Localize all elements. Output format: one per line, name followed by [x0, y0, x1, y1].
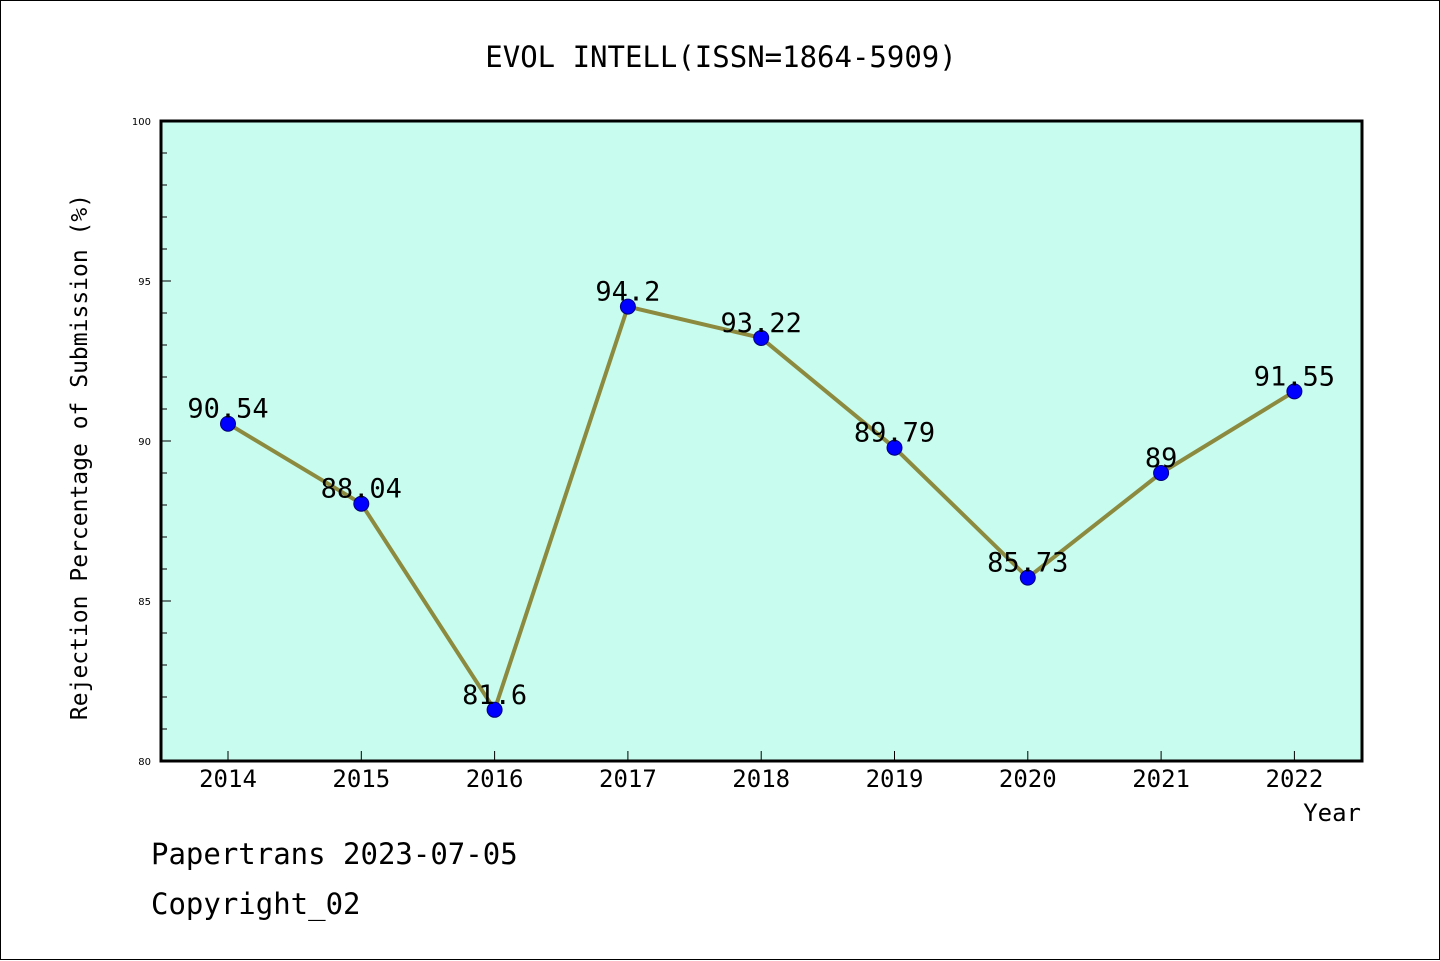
x-axis-label: Year — [1303, 799, 1361, 827]
data-label: 91.55 — [1254, 361, 1335, 392]
y-tick-label: 95 — [138, 277, 151, 288]
data-label: 89 — [1145, 443, 1178, 474]
data-label: 93.22 — [721, 308, 802, 339]
y-axis-label: Rejection Percentage of Submission (%) — [67, 194, 93, 720]
x-tick-label: 2017 — [599, 765, 657, 793]
y-tick-label: 90 — [138, 437, 151, 448]
plot-border — [159, 119, 1364, 763]
x-tick-label: 2021 — [1132, 765, 1190, 793]
data-point — [753, 329, 770, 346]
chart-title: EVOL INTELL(ISSN=1864-5909) — [485, 40, 956, 74]
x-tick-label: 2019 — [866, 765, 924, 793]
data-label: 89.79 — [854, 418, 935, 449]
data-point — [886, 439, 903, 456]
data-point — [1153, 465, 1170, 481]
plot-area — [161, 121, 1362, 761]
x-tick-label: 2022 — [1266, 765, 1324, 793]
x-tick-label: 2020 — [999, 765, 1057, 793]
data-point — [220, 415, 236, 432]
data-point — [1019, 569, 1036, 586]
x-tick-label: 2014 — [199, 765, 257, 793]
footer-copyright: Copyright_02 — [151, 887, 361, 921]
data-point — [353, 495, 370, 512]
data-label: 88.04 — [321, 474, 402, 505]
data-label: 94.2 — [595, 277, 660, 308]
y-tick-label: 85 — [138, 597, 151, 608]
data-label: 90.54 — [187, 394, 268, 425]
x-tick-label: 2018 — [732, 765, 790, 793]
data-label: 85.73 — [987, 548, 1068, 579]
data-label: 81.6 — [462, 680, 527, 711]
x-tick-label: 2016 — [466, 765, 524, 793]
y-tick-label: 80 — [138, 757, 151, 768]
data-point — [1286, 383, 1303, 400]
y-tick-label: 100 — [132, 117, 151, 128]
x-tick-label: 2015 — [332, 765, 390, 793]
data-point — [486, 701, 503, 718]
data-point — [619, 298, 636, 315]
footer-date: Papertrans 2023-07-05 — [151, 837, 518, 871]
